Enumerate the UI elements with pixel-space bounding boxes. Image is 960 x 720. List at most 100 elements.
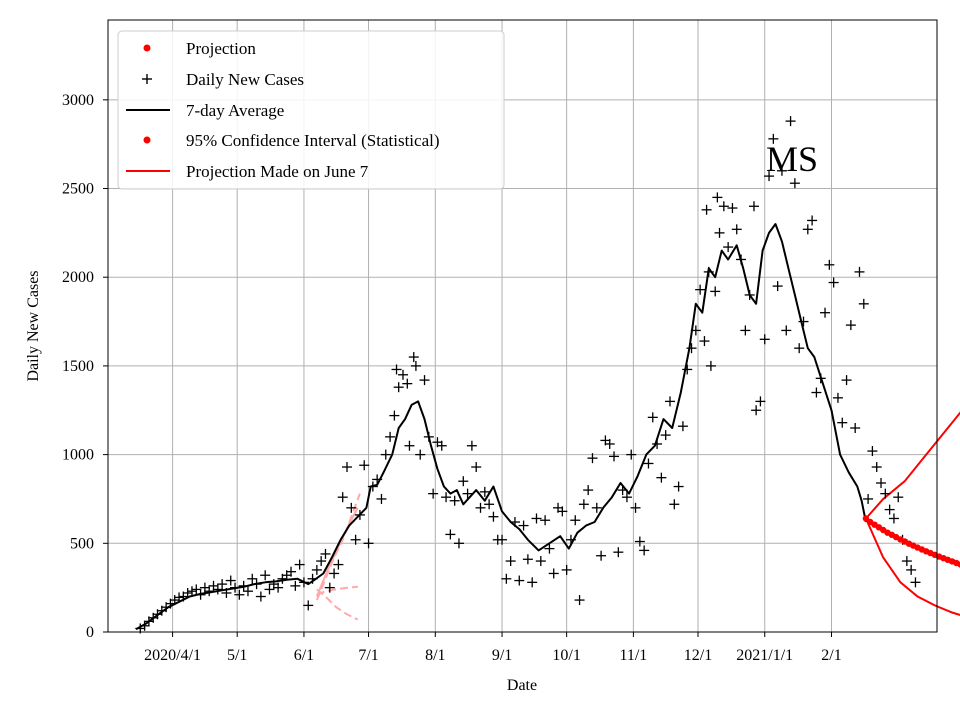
x-tick-label: 9/1 — [492, 647, 512, 664]
daily-case-point — [802, 224, 813, 235]
daily-case-point — [604, 438, 615, 449]
daily-case-point — [701, 204, 712, 215]
ci-lower-line — [864, 518, 960, 616]
daily-case-point — [828, 277, 839, 288]
daily-case-point — [350, 534, 361, 545]
y-axis-ticks: 0 500 1000 1500 2000 2500 3000 — [62, 92, 108, 641]
x-tick-label: 5/1 — [227, 647, 247, 664]
june7-lower-line — [316, 585, 358, 596]
daily-case-point — [634, 536, 645, 547]
legend: Projection Daily New Cases 7-day Average… — [117, 30, 505, 190]
daily-case-point — [570, 515, 581, 526]
daily-case-point — [436, 440, 447, 451]
daily-case-point — [428, 488, 439, 499]
daily-case-point — [408, 352, 419, 363]
daily-case-point — [260, 570, 271, 581]
daily-case-point — [391, 364, 402, 375]
daily-case-point — [712, 192, 723, 203]
daily-case-point — [505, 556, 516, 567]
y-tick-label: 1000 — [62, 447, 94, 464]
projection-markers — [862, 515, 960, 568]
x-tick-label: 7/1 — [358, 647, 378, 664]
daily-case-point — [247, 573, 258, 584]
daily-case-point — [673, 481, 684, 492]
daily-case-point — [837, 417, 848, 428]
daily-case-point — [772, 281, 783, 292]
daily-case-point — [544, 543, 555, 554]
daily-case-point — [609, 451, 620, 462]
daily-case-point — [794, 343, 805, 354]
daily-case-point — [863, 493, 874, 504]
daily-case-point — [273, 582, 284, 593]
daily-case-point — [824, 259, 835, 270]
x-tick-label: 2/1 — [821, 647, 841, 664]
daily-case-point — [561, 564, 572, 575]
y-tick-label: 2000 — [62, 269, 94, 286]
daily-case-point — [359, 460, 370, 471]
y-tick-label: 500 — [70, 535, 94, 552]
projection-point — [957, 561, 960, 568]
x-axis-label: Date — [507, 677, 537, 694]
daily-case-point — [415, 449, 426, 460]
daily-case-point — [656, 472, 667, 483]
daily-case-point — [854, 266, 865, 277]
daily-case-point — [832, 392, 843, 403]
legend-label-june7-projection: Projection Made on June 7 — [186, 162, 369, 181]
ci-upper-line — [865, 411, 960, 520]
daily-case-point — [458, 476, 469, 487]
daily-case-point — [329, 568, 340, 579]
daily-case-point — [484, 499, 495, 510]
daily-case-point — [514, 575, 525, 586]
y-tick-label: 3000 — [62, 92, 94, 109]
daily-case-point — [630, 502, 641, 513]
daily-case-point — [466, 440, 477, 451]
daily-case-point — [781, 325, 792, 336]
daily-case-point — [497, 534, 508, 545]
daily-case-point — [893, 492, 904, 503]
x-tick-label: 11/1 — [619, 647, 647, 664]
daily-case-point — [740, 325, 751, 336]
daily-case-point — [501, 573, 512, 584]
x-tick-label: 8/1 — [425, 647, 445, 664]
legend-label-daily-new-cases: Daily New Cases — [186, 70, 304, 89]
daily-case-point — [535, 556, 546, 567]
y-tick-label: 2500 — [62, 181, 94, 198]
daily-case-point — [731, 224, 742, 235]
daily-case-point — [647, 412, 658, 423]
daily-case-point — [242, 586, 253, 597]
daily-case-point — [324, 582, 335, 593]
daily-case-point — [527, 577, 538, 588]
daily-case-point — [578, 499, 589, 510]
daily-case-point — [290, 580, 301, 591]
daily-case-point — [686, 343, 697, 354]
seven-day-average-path — [135, 223, 867, 631]
daily-case-point — [789, 178, 800, 189]
daily-case-point — [303, 600, 314, 611]
daily-case-point — [217, 579, 228, 590]
daily-case-point — [596, 550, 607, 561]
daily-case-point — [755, 396, 766, 407]
legend-box — [117, 30, 505, 190]
daily-case-point — [639, 545, 650, 556]
daily-case-point — [867, 446, 878, 457]
daily-case-point — [858, 298, 869, 309]
legend-label-seven-day-average: 7-day Average — [186, 101, 284, 120]
daily-case-point — [764, 171, 775, 182]
daily-case-point — [785, 116, 796, 127]
seven-day-average-line — [135, 223, 867, 631]
y-axis-label: Daily New Cases — [25, 270, 42, 381]
daily-case-point — [286, 566, 297, 577]
daily-case-point — [402, 378, 413, 389]
daily-case-point — [488, 511, 499, 522]
daily-case-point — [385, 431, 396, 442]
daily-case-point — [234, 589, 245, 600]
daily-case-point — [225, 575, 236, 586]
daily-case-point — [583, 485, 594, 496]
daily-case-point — [363, 538, 374, 549]
daily-case-point — [723, 242, 734, 253]
confidence-interval-lines — [864, 411, 960, 616]
x-tick-label: 12/1 — [684, 647, 712, 664]
daily-case-point — [389, 410, 400, 421]
legend-label-confidence-interval: 95% Confidence Interval (Statistical) — [186, 131, 440, 150]
